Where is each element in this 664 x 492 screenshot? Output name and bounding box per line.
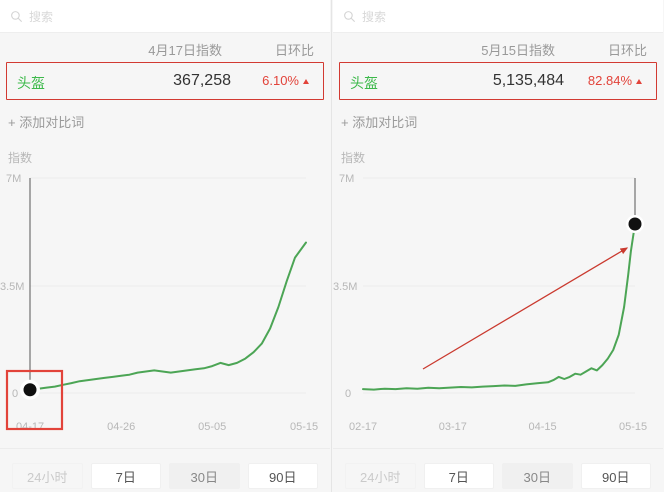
svg-text:05-05: 05-05 [198,421,226,433]
svg-text:指数: 指数 [341,150,365,165]
svg-text:04-26: 04-26 [107,421,135,433]
svg-text:05-15: 05-15 [290,421,318,433]
svg-text:7M: 7M [6,173,21,185]
svg-text:04-17: 04-17 [16,421,44,433]
svg-text:02-17: 02-17 [349,421,377,433]
svg-text:3.5M: 3.5M [333,281,357,293]
svg-text:7M: 7M [339,173,354,185]
svg-text:0: 0 [345,388,351,400]
svg-text:3.5M: 3.5M [0,281,24,293]
svg-text:0: 0 [12,388,18,400]
svg-text:05-15: 05-15 [619,421,647,433]
svg-text:指数: 指数 [8,150,32,165]
svg-text:04-15: 04-15 [529,421,557,433]
svg-text:03-17: 03-17 [439,421,467,433]
